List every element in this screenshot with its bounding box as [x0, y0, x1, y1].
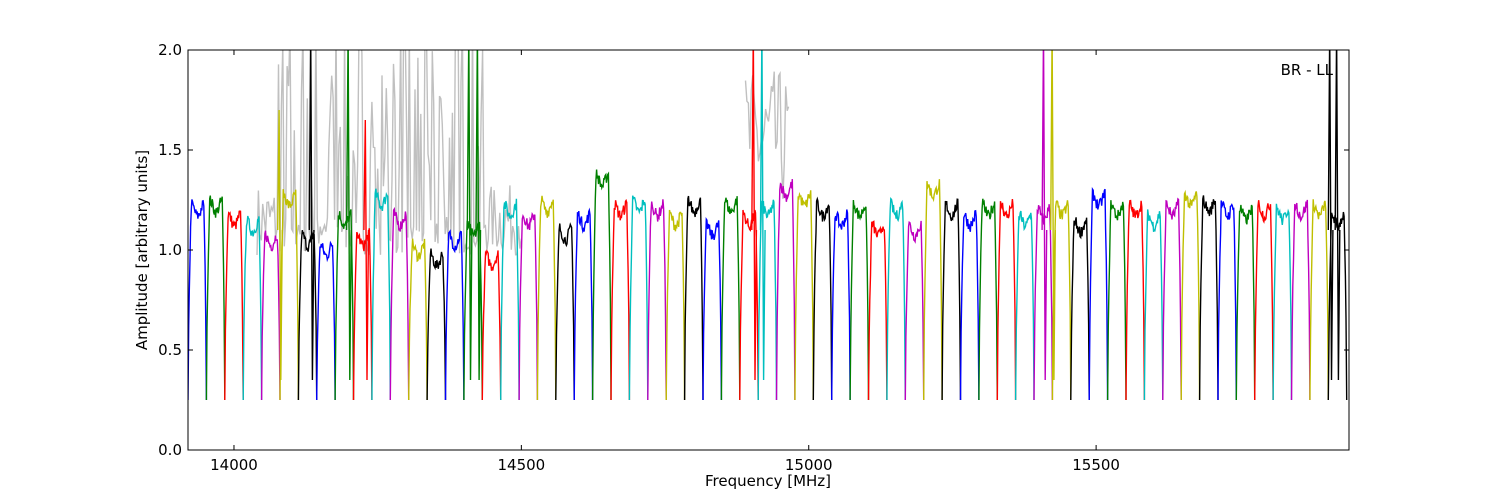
channel-trace [720, 196, 741, 401]
rfi-spike [475, 50, 482, 381]
channel-trace [1106, 200, 1127, 401]
channel-trace-group [188, 50, 1348, 401]
rfi-spike [1327, 50, 1334, 381]
channel-trace [959, 209, 980, 401]
x-tick-label: 15500 [1072, 456, 1120, 474]
channel-trace [812, 196, 833, 401]
channel-trace [1272, 203, 1293, 401]
rfi-spike [1041, 50, 1048, 381]
channel-trace [426, 248, 447, 401]
rfi-spike [277, 109, 283, 381]
channel-trace [316, 240, 336, 401]
y-tick-label: 1.0 [158, 241, 182, 259]
rfi-spike [751, 50, 758, 381]
channel-trace [444, 229, 465, 401]
channel-trace [188, 199, 208, 401]
channel-trace [886, 196, 906, 401]
channel-trace [500, 198, 520, 401]
rfi-spike [466, 50, 473, 381]
channel-trace [573, 207, 594, 401]
channel-trace [665, 209, 686, 401]
channel-trace [1033, 204, 1054, 401]
y-tick-label: 2.0 [158, 41, 182, 59]
channel-trace [279, 189, 300, 401]
y-axis-label: Amplitude [arbitrary units] [133, 150, 151, 350]
channel-trace [1051, 200, 1072, 401]
channel-trace [1290, 199, 1311, 401]
channel-trace [591, 169, 612, 401]
channel-trace [1180, 189, 1201, 401]
channel-trace [775, 179, 796, 401]
rfi-spike [1334, 50, 1341, 381]
channel-trace [1070, 217, 1090, 401]
channel-trace [996, 199, 1017, 401]
channel-trace [1143, 209, 1164, 401]
channel-trace [334, 209, 355, 401]
y-tick-label: 0.5 [158, 341, 182, 359]
channel-trace [941, 198, 962, 401]
channel-trace [224, 210, 244, 401]
y-axis: 0.0 0.5 1.0 1.5 2.0 [158, 41, 1349, 459]
channel-trace [683, 195, 704, 401]
x-tick-label: 15000 [785, 456, 833, 474]
channel-trace [1088, 187, 1109, 401]
channel-trace [481, 249, 502, 401]
plot-annotation: BR - LL [1281, 61, 1334, 79]
rfi-spike [363, 119, 370, 381]
channel-trace [628, 195, 649, 401]
x-tick-label: 14500 [497, 456, 545, 474]
channel-trace [371, 188, 391, 401]
channel-trace [1014, 210, 1035, 401]
channel-trace [647, 199, 667, 401]
channel-trace [978, 198, 998, 401]
channel-trace [739, 209, 759, 401]
channel-trace [1309, 199, 1329, 401]
channel-trace [702, 216, 723, 401]
channel-trace [923, 179, 943, 401]
channel-trace [904, 220, 925, 401]
x-axis: 14000 14500 15000 15500 [210, 50, 1120, 474]
channel-trace [389, 206, 410, 401]
rfi-spike [308, 50, 315, 381]
channel-trace [205, 195, 226, 401]
rfi-spike [345, 50, 352, 381]
channel-trace [408, 238, 428, 401]
channel-trace [1162, 197, 1182, 401]
channel-trace [242, 215, 263, 401]
rfi-spike [759, 50, 766, 381]
channel-trace [260, 230, 281, 401]
y-tick-label: 0.0 [158, 441, 182, 459]
channel-trace [518, 211, 539, 401]
channel-trace [555, 222, 575, 401]
channel-trace [1198, 195, 1219, 401]
channel-trace [1125, 199, 1146, 401]
channel-trace [794, 190, 814, 401]
y-tick-label: 1.5 [158, 141, 182, 159]
channel-trace [831, 209, 851, 401]
channel-trace [1235, 204, 1256, 401]
channel-trace [536, 195, 557, 401]
channel-trace [849, 199, 870, 401]
channel-trace [610, 198, 631, 401]
x-tick-label: 14000 [210, 456, 258, 474]
channel-trace [1217, 200, 1237, 401]
rfi-spike [1050, 50, 1056, 381]
channel-trace [867, 220, 888, 401]
x-axis-label: Frequency [MHz] [705, 472, 831, 490]
channel-trace [1254, 200, 1274, 401]
